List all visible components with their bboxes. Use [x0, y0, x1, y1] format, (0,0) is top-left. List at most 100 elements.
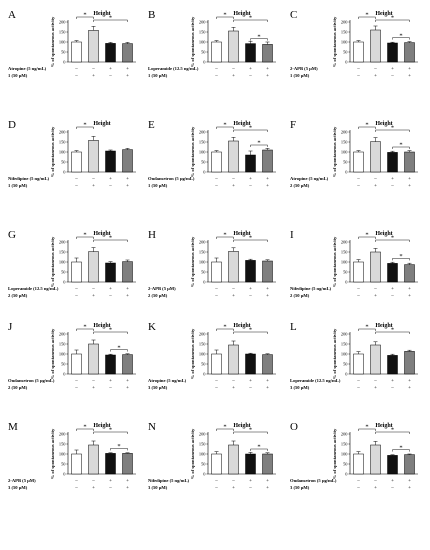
panel-c: C Height % of spontaneous activity 0 50 100 15…: [290, 9, 418, 79]
bar-2: [370, 444, 381, 475]
significance-bracket: [233, 331, 268, 334]
significance-bracket: [375, 19, 410, 22]
treatment-mark: –: [74, 294, 78, 299]
bar-4: [262, 453, 273, 475]
panel-letter: I: [290, 229, 294, 241]
significance-star: *: [249, 125, 252, 132]
bar-1: [353, 453, 364, 475]
y-tick-label: 100: [341, 352, 348, 357]
significance-bracket: [233, 239, 268, 242]
treatment-mark: –: [356, 486, 360, 491]
treatment-mark: –: [91, 67, 95, 72]
y-tick-label: 200: [59, 20, 66, 25]
bar-4: [262, 260, 273, 283]
treatment-mark: +: [109, 479, 112, 484]
treatment-mark: –: [91, 379, 95, 384]
bar-4: [122, 43, 133, 63]
significance-star: *: [391, 427, 394, 434]
treatment-label: 1 (50 µM): [290, 73, 310, 78]
y-tick-label: 100: [341, 150, 348, 155]
treatment-mark: –: [74, 67, 78, 72]
bar-2: [370, 344, 381, 375]
treatment-mark: +: [126, 287, 129, 292]
significance-star: *: [399, 444, 402, 451]
significance-star: *: [391, 125, 394, 132]
y-tick-label: 50: [61, 362, 66, 367]
y-axis-label: % of spontaneous activity: [332, 236, 337, 287]
significance-bracket: [216, 428, 234, 431]
significance-star: *: [83, 232, 86, 239]
treatment-mark: +: [266, 479, 269, 484]
chart-title: Height: [93, 121, 110, 127]
panel-letter: L: [290, 321, 297, 333]
y-tick-label: 200: [59, 432, 66, 437]
chart-title: Height: [93, 423, 110, 429]
y-tick-label: 200: [199, 130, 206, 135]
panel-letter: G: [8, 229, 16, 241]
treatment-mark: –: [74, 479, 78, 484]
significance-bracket: [392, 449, 410, 452]
significance-star: *: [83, 122, 86, 129]
significance-star: *: [249, 427, 252, 434]
y-tick-label: 0: [203, 280, 206, 285]
treatment-mark: –: [214, 287, 218, 292]
significance-star: *: [365, 424, 368, 431]
significance-bracket: [233, 129, 268, 132]
chart-title: Height: [93, 231, 110, 237]
treatment-mark: –: [214, 379, 218, 384]
treatment-mark: +: [109, 177, 112, 182]
y-axis-label: % of spontaneous activity: [332, 16, 337, 67]
panel-f: F Height % of spontaneous activity 0 50 100 15…: [290, 119, 418, 189]
y-tick-label: 50: [343, 50, 348, 55]
y-tick-label: 200: [341, 332, 348, 337]
y-tick-label: 150: [59, 442, 66, 447]
bar-3: [245, 154, 256, 173]
y-axis-label: % of spontaneous activity: [50, 428, 55, 479]
panel-e: E Height % of spontaneous activity 0 50 100 15…: [148, 119, 276, 189]
treatment-mark: +: [374, 486, 377, 491]
treatment-mark: +: [391, 479, 394, 484]
y-tick-label: 0: [63, 372, 66, 377]
panel-letter: F: [290, 119, 296, 131]
treatment-mark: +: [266, 74, 269, 79]
treatment-mark: +: [391, 379, 394, 384]
y-tick-label: 50: [343, 270, 348, 275]
treatment-mark: +: [391, 67, 394, 72]
bar-1: [353, 261, 364, 283]
y-tick-label: 100: [199, 452, 206, 457]
treatment-mark: +: [126, 486, 129, 491]
bar-3: [387, 152, 398, 173]
treatment-mark: –: [108, 74, 112, 79]
significance-star: *: [223, 232, 226, 239]
bar-2: [88, 140, 99, 173]
y-tick-label: 150: [341, 342, 348, 347]
treatment-mark: –: [373, 67, 377, 72]
treatment-label: 3 (50 µM): [290, 485, 310, 490]
treatment-mark: –: [390, 386, 394, 391]
treatment-mark: –: [248, 294, 252, 299]
significance-bracket: [375, 129, 410, 132]
treatment-mark: +: [92, 184, 95, 189]
significance-star: *: [365, 324, 368, 331]
bar-2: [228, 251, 239, 283]
treatment-mark: –: [373, 287, 377, 292]
bar-2: [88, 30, 99, 63]
treatment-label: 2 (50 µM): [8, 293, 28, 298]
significance-bracket: [392, 258, 410, 261]
treatment-label: Ondansetron (5 µg/mL): [148, 176, 195, 181]
treatment-mark: +: [249, 287, 252, 292]
y-tick-label: 0: [203, 60, 206, 65]
significance-bracket: [375, 239, 410, 242]
treatment-mark: –: [356, 184, 360, 189]
significance-star: *: [365, 122, 368, 129]
treatment-mark: –: [390, 74, 394, 79]
panel-letter: D: [8, 119, 16, 131]
chart-title: Height: [375, 323, 392, 329]
y-tick-label: 0: [203, 170, 206, 175]
y-tick-label: 50: [343, 362, 348, 367]
treatment-label: 1 (50 µM): [8, 183, 28, 188]
y-tick-label: 150: [341, 250, 348, 255]
treatment-mark: –: [74, 386, 78, 391]
treatment-mark: –: [91, 177, 95, 182]
bar-1: [211, 261, 222, 283]
